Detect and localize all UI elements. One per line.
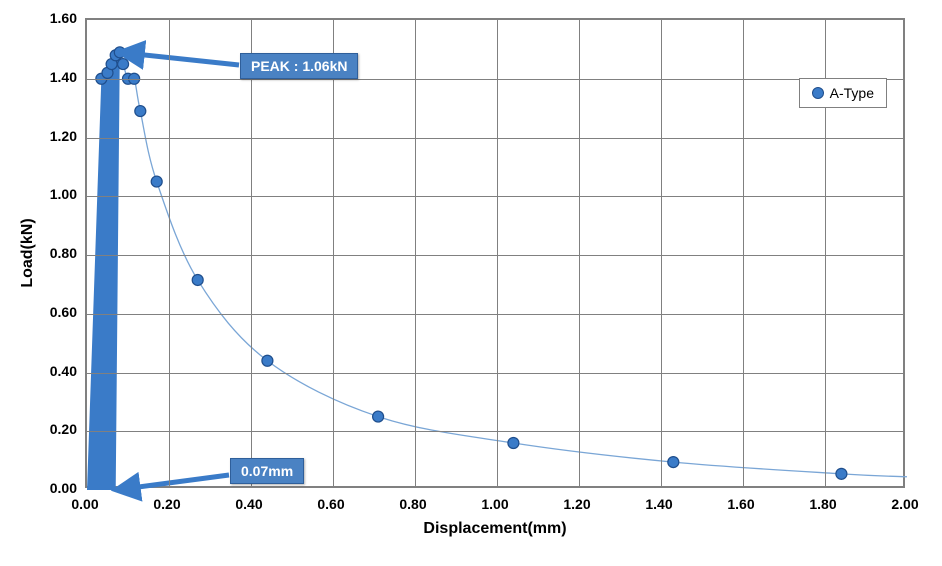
x-tick-label: 1.00 [481, 496, 508, 512]
gridline-h [87, 255, 903, 256]
series-line-a-type [101, 52, 907, 477]
annotation-arrow-peak [120, 52, 239, 65]
gridline-h [87, 373, 903, 374]
y-tick-label: 0.00 [50, 480, 77, 496]
annotation-arrow-disp [116, 475, 229, 490]
x-tick-label: 0.00 [71, 496, 98, 512]
y-axis-label: Load(kN) [19, 218, 37, 287]
data-point [192, 274, 203, 285]
y-tick-label: 0.40 [50, 363, 77, 379]
filled-peak-region [87, 52, 120, 490]
gridline-h [87, 196, 903, 197]
x-tick-label: 1.80 [809, 496, 836, 512]
x-tick-label: 0.40 [235, 496, 262, 512]
x-tick-label: 1.20 [563, 496, 590, 512]
data-point [668, 457, 679, 468]
x-tick-label: 0.80 [399, 496, 426, 512]
annotation-peak: PEAK : 1.06kN [240, 53, 358, 79]
data-point [836, 468, 847, 479]
y-tick-label: 1.00 [50, 186, 77, 202]
gridline-v [169, 20, 170, 486]
x-axis-label: Displacement(mm) [423, 520, 566, 538]
gridline-h [87, 314, 903, 315]
x-tick-label: 0.60 [317, 496, 344, 512]
gridline-v [251, 20, 252, 486]
data-point [508, 438, 519, 449]
gridline-v [333, 20, 334, 486]
y-tick-label: 0.80 [50, 245, 77, 261]
y-tick-label: 1.40 [50, 69, 77, 85]
gridline-v [661, 20, 662, 486]
gridline-v [415, 20, 416, 486]
legend-marker [812, 87, 824, 99]
data-point [373, 411, 384, 422]
data-point [118, 59, 129, 70]
plot-area [85, 18, 905, 488]
y-tick-label: 0.60 [50, 304, 77, 320]
gridline-h [87, 138, 903, 139]
gridline-h [87, 79, 903, 80]
gridline-v [743, 20, 744, 486]
data-point [262, 355, 273, 366]
legend-label: A-Type [830, 85, 874, 101]
data-point [135, 106, 146, 117]
legend: A-Type [799, 78, 887, 108]
gridline-v [579, 20, 580, 486]
gridline-h [87, 431, 903, 432]
y-tick-label: 0.20 [50, 421, 77, 437]
x-tick-label: 1.60 [727, 496, 754, 512]
y-tick-label: 1.20 [50, 128, 77, 144]
gridline-v [497, 20, 498, 486]
x-tick-label: 1.40 [645, 496, 672, 512]
y-tick-label: 1.60 [50, 10, 77, 26]
x-tick-label: 0.20 [153, 496, 180, 512]
x-tick-label: 2.00 [891, 496, 918, 512]
annotation-disp: 0.07mm [230, 458, 304, 484]
load-displacement-chart: A-Type Displacement(mm) Load(kN) 0.00 0.2… [0, 0, 942, 566]
data-point [151, 176, 162, 187]
